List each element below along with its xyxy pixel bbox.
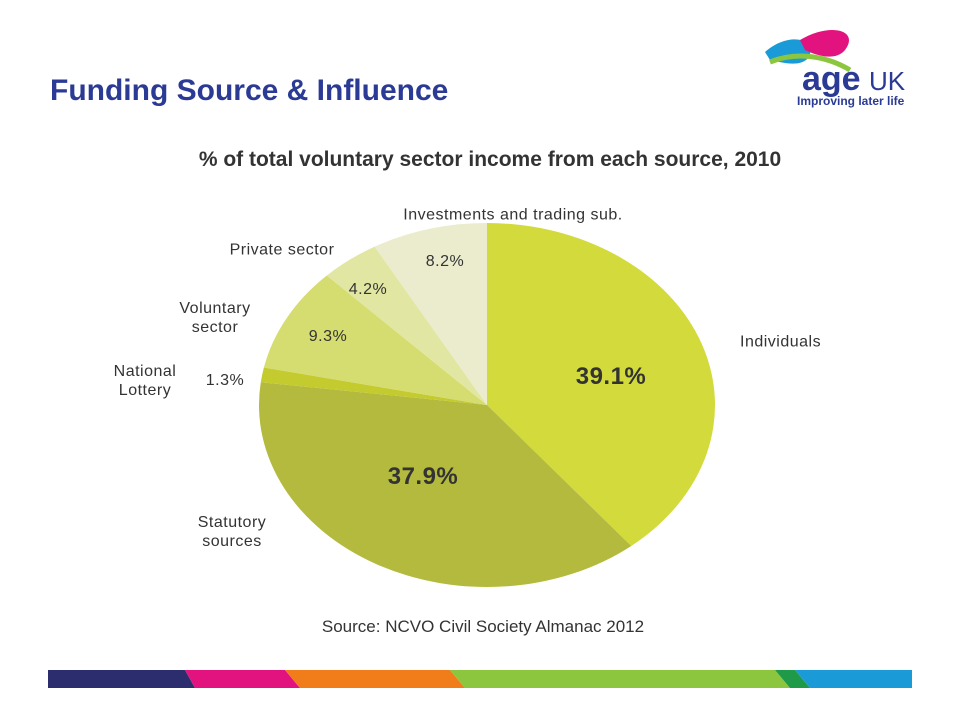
footer-bar bbox=[48, 670, 912, 688]
slice-label: Voluntary sector bbox=[179, 300, 251, 336]
slice-label: Statutory sources bbox=[197, 514, 267, 550]
logo-swoosh bbox=[769, 53, 852, 73]
logo-brand: age bbox=[802, 60, 861, 98]
logo: age UK Improving later life bbox=[765, 29, 906, 108]
pie-slice bbox=[326, 246, 487, 405]
pie-slice bbox=[263, 275, 487, 405]
value-label: 39.1% bbox=[575, 363, 647, 390]
footer-stripe bbox=[795, 670, 912, 688]
chart-source: Source: NCVO Civil Society Almanac 2012 bbox=[322, 617, 644, 636]
value-label: 9.3% bbox=[308, 328, 348, 345]
slice-label: Investments and trading sub. bbox=[403, 206, 623, 224]
footer-stripe bbox=[285, 670, 465, 688]
footer-stripe bbox=[775, 670, 810, 688]
footer-stripe bbox=[48, 670, 195, 688]
value-label: 4.2% bbox=[348, 281, 388, 298]
slice-label: Individuals bbox=[740, 333, 822, 351]
value-label: 1.3% bbox=[205, 372, 245, 389]
logo-brand-suffix: UK bbox=[869, 66, 906, 96]
slice-label: National Lottery bbox=[113, 363, 177, 399]
logo-tagline: Improving later life bbox=[797, 94, 905, 108]
pie-slice bbox=[374, 223, 487, 405]
value-label: 8.2% bbox=[425, 253, 465, 270]
pie bbox=[259, 223, 715, 587]
footer-stripe bbox=[185, 670, 300, 688]
footer-stripe bbox=[450, 670, 790, 688]
pie-slice bbox=[259, 382, 632, 587]
pie-slice bbox=[260, 367, 487, 405]
slide-title: Funding Source & Influence bbox=[50, 74, 448, 107]
pie-slice bbox=[487, 223, 715, 546]
value-label: 37.9% bbox=[387, 463, 459, 490]
slice-label: Private sector bbox=[229, 241, 335, 259]
logo-swoosh bbox=[800, 29, 849, 57]
chart-title: % of total voluntary sector income from … bbox=[199, 148, 781, 171]
